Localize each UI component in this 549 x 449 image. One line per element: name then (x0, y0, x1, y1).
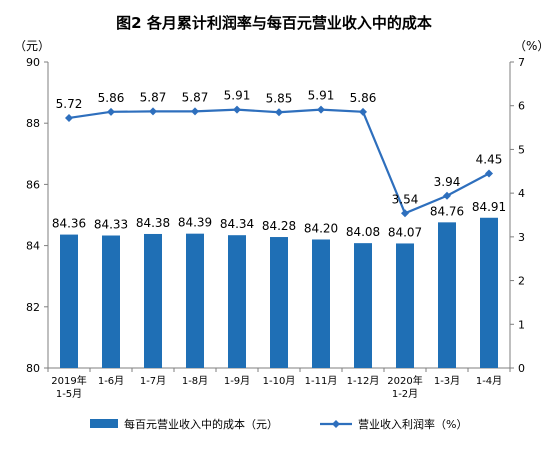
right-tick-label: 4 (518, 187, 525, 200)
legend-line-marker (332, 420, 340, 428)
bar-data-label: 84.07 (388, 225, 422, 239)
legend-line-label: 营业收入利润率（%） (358, 417, 467, 431)
line-point (107, 107, 115, 116)
x-tick-label: 1-8月 (182, 375, 208, 387)
bar-data-label: 84.33 (94, 218, 128, 232)
line-data-label: 5.87 (182, 90, 209, 104)
bar-data-label: 84.20 (304, 221, 338, 235)
bar (102, 235, 120, 368)
line-point (485, 169, 493, 178)
right-axis-unit: （%） (514, 39, 549, 53)
x-tick-label: 1-10月 (263, 375, 296, 387)
line-point (317, 105, 325, 114)
right-tick-label: 5 (518, 143, 525, 156)
legend-bar-swatch (90, 419, 118, 428)
left-tick-label: 84 (26, 240, 40, 253)
bar (354, 243, 372, 368)
line-data-label: 3.94 (434, 175, 461, 189)
x-tick-label: 1-4月 (476, 375, 502, 387)
x-tick-label: 1-3月 (434, 375, 460, 387)
bar-data-label: 84.08 (346, 225, 380, 239)
bar-data-label: 84.28 (262, 219, 296, 233)
x-tick-label-line2: 1-5月 (56, 388, 82, 400)
bar (186, 233, 204, 368)
line-data-label: 5.91 (224, 89, 251, 103)
x-tick-label: 1-9月 (224, 375, 250, 387)
line-point (401, 209, 409, 218)
bar (144, 233, 162, 368)
left-tick-label: 80 (26, 362, 40, 375)
x-tick-label: 1-6月 (98, 375, 124, 387)
left-tick-label: 90 (26, 56, 40, 69)
right-tick-label: 0 (518, 362, 525, 375)
line-point (359, 107, 367, 116)
line-point (443, 191, 451, 200)
line-data-label: 5.91 (308, 89, 335, 103)
bar-data-label: 84.36 (52, 217, 86, 231)
bar-data-label: 84.38 (136, 216, 170, 230)
bar (228, 235, 246, 368)
bar (270, 237, 288, 368)
series-line (68, 108, 490, 215)
legend: 每百元营业收入中的成本（元） 营业收入利润率（%） (90, 417, 467, 431)
x-tick-label: 1-12月 (347, 375, 380, 387)
line-data-label: 5.72 (56, 97, 83, 111)
bar-data-label: 84.76 (430, 204, 464, 218)
chart-title: 图2 各月累计利润率与每百元营业收入中的成本 (116, 14, 432, 32)
left-tick-label: 86 (26, 178, 40, 191)
line-series: 5.72 5.86 5.87 5.87 5.91 5.85 5.91 5.86 3.54 3.94… (56, 89, 503, 218)
right-tick-label: 2 (518, 275, 525, 288)
bar-data-label: 84.34 (220, 217, 254, 231)
left-tick-label: 88 (26, 117, 40, 130)
left-tick-label: 82 (26, 301, 40, 314)
right-tick-label: 7 (518, 56, 525, 69)
line-data-label: 3.54 (392, 192, 419, 206)
line-point (149, 107, 157, 116)
bar (312, 239, 330, 368)
line-data-label: 5.87 (140, 90, 167, 104)
line-data-label: 5.85 (266, 91, 293, 105)
right-tick-label: 1 (518, 318, 525, 331)
line-point (275, 108, 283, 117)
legend-bar-label: 每百元营业收入中的成本（元） (124, 417, 278, 431)
bar-data-label: 84.39 (178, 216, 212, 230)
x-tick-label: 1-7月 (140, 375, 166, 387)
left-axis-unit: （元） (14, 39, 50, 53)
bar-series: 84.36 84.33 84.38 84.39 84.34 84.28 84.20 84.08… (52, 200, 506, 368)
line-data-label: 4.45 (476, 152, 503, 166)
right-tick-label: 6 (518, 100, 525, 113)
bar (480, 217, 498, 368)
bar (396, 243, 414, 368)
line-point (191, 107, 199, 116)
x-tick-label: 1-11月 (305, 375, 338, 387)
x-tick-label-line2: 1-2月 (392, 388, 418, 400)
line-data-label: 5.86 (350, 91, 377, 105)
x-tick-label: 2020年 (387, 374, 422, 387)
bar (60, 234, 78, 368)
bar (438, 222, 456, 368)
line-point (233, 105, 241, 114)
x-tick-label: 2019年 (51, 374, 86, 387)
line-data-label: 5.86 (98, 91, 125, 105)
right-tick-label: 3 (518, 231, 525, 244)
bar-data-label: 84.91 (472, 200, 506, 214)
line-point (65, 113, 73, 122)
